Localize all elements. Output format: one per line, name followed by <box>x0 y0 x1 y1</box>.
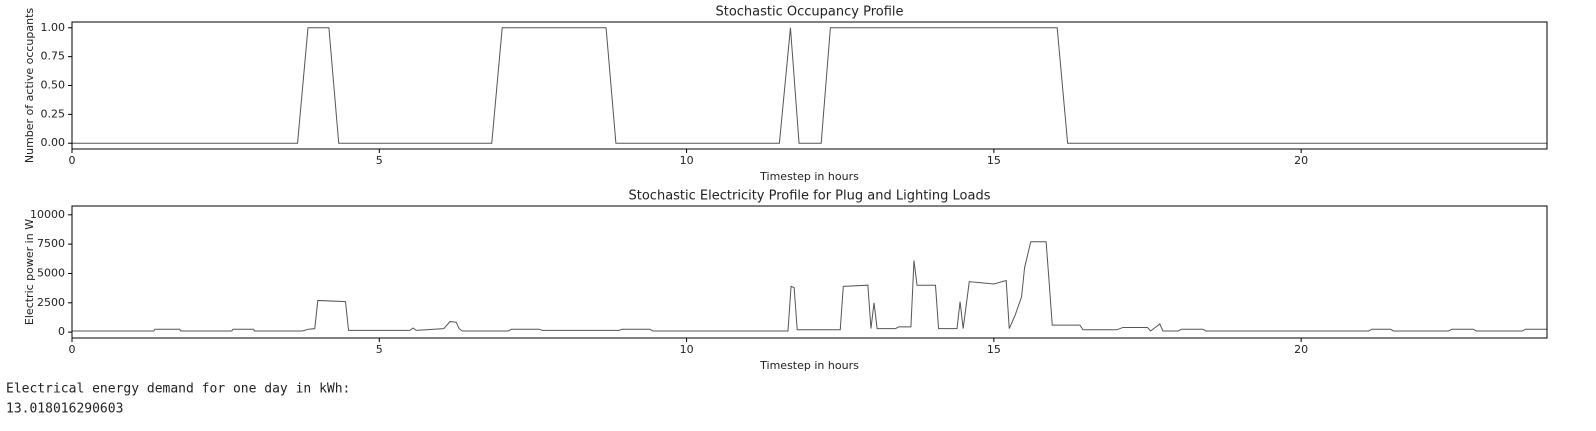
output-line: 13.018016290603 <box>6 402 123 417</box>
x-tick-label: 0 <box>69 343 76 356</box>
x-axis-label: Timestep in hours <box>759 359 859 372</box>
y-tick-label: 7500 <box>37 237 65 250</box>
y-tick-label: 10000 <box>30 208 65 221</box>
y-tick-label: 0 <box>58 325 65 338</box>
x-tick-label: 5 <box>376 154 383 167</box>
data-line <box>72 27 1547 144</box>
y-axis-label: Number of active occupants <box>23 8 36 164</box>
y-tick-label: 5000 <box>37 266 65 279</box>
y-axis-label: Electric power in W <box>23 219 36 325</box>
output-line: Electrical energy demand for one day in … <box>6 382 350 397</box>
x-tick-label: 15 <box>987 343 1001 356</box>
x-axis-label: Timestep in hours <box>759 170 859 183</box>
x-tick-label: 15 <box>987 154 1001 167</box>
chart-title: Stochastic Electricity Profile for Plug … <box>629 189 991 204</box>
y-tick-label: 0.75 <box>41 50 66 63</box>
axes-frame <box>71 205 1548 339</box>
data-line <box>72 241 1547 332</box>
x-tick-label: 10 <box>680 343 694 356</box>
y-tick-label: 0.00 <box>41 136 66 149</box>
chart-title: Stochastic Occupancy Profile <box>715 5 903 20</box>
x-tick-label: 5 <box>376 343 383 356</box>
x-tick-label: 10 <box>680 154 694 167</box>
axes-frame <box>71 21 1548 150</box>
y-tick-label: 0.25 <box>41 107 66 120</box>
y-tick-label: 2500 <box>37 296 65 309</box>
x-tick-label: 20 <box>1294 343 1308 356</box>
x-tick-label: 20 <box>1294 154 1308 167</box>
y-tick-label: 0.50 <box>41 79 66 92</box>
x-tick-label: 0 <box>69 154 76 167</box>
y-tick-label: 1.00 <box>41 21 66 34</box>
